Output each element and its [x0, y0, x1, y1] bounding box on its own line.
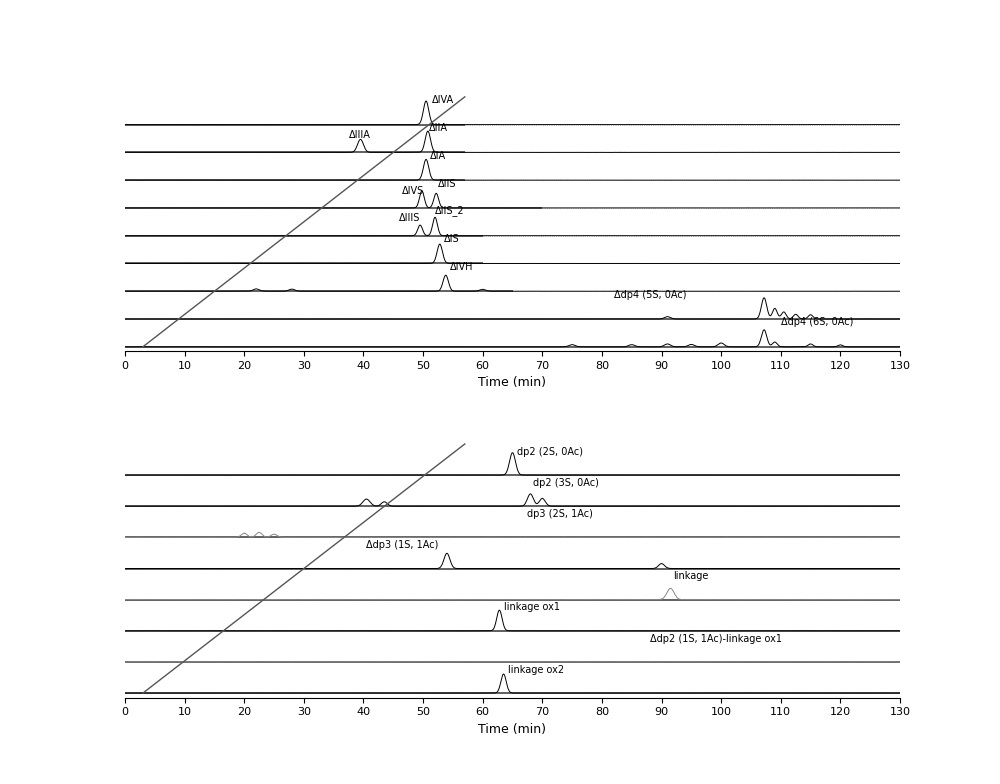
Text: ΔIIA: ΔIIA — [429, 123, 448, 133]
Text: dp2 (3S, 0Ac): dp2 (3S, 0Ac) — [533, 478, 599, 488]
Text: ΔIIIS: ΔIIIS — [399, 213, 421, 223]
Text: ΔIIS: ΔIIS — [438, 179, 456, 189]
Text: dp2 (2S, 0Ac): dp2 (2S, 0Ac) — [517, 447, 583, 457]
Text: linkage ox2: linkage ox2 — [508, 665, 564, 675]
X-axis label: Time (min): Time (min) — [479, 723, 546, 736]
Text: ΔIIIA: ΔIIIA — [349, 130, 370, 140]
Text: linkage: linkage — [673, 572, 709, 581]
Text: Δdp4 (6S, 0Ac): Δdp4 (6S, 0Ac) — [781, 318, 853, 328]
Text: ΔIVS: ΔIVS — [402, 186, 424, 196]
Text: ΔIIS_2: ΔIIS_2 — [435, 205, 465, 216]
Text: dp3 (2S, 1Ac): dp3 (2S, 1Ac) — [527, 509, 593, 519]
Text: linkage ox1: linkage ox1 — [504, 602, 560, 612]
Text: Δdp2 (1S, 1Ac)-linkage ox1: Δdp2 (1S, 1Ac)-linkage ox1 — [650, 633, 782, 644]
X-axis label: Time (min): Time (min) — [479, 376, 546, 389]
Text: ΔIA: ΔIA — [430, 151, 446, 161]
Text: ΔIS: ΔIS — [444, 234, 460, 244]
Text: Δdp4 (5S, 0Ac): Δdp4 (5S, 0Ac) — [614, 289, 686, 299]
Text: Δdp3 (1S, 1Ac): Δdp3 (1S, 1Ac) — [366, 540, 439, 550]
Text: ΔIVH: ΔIVH — [450, 262, 473, 272]
Text: ΔIVA: ΔIVA — [432, 96, 454, 105]
